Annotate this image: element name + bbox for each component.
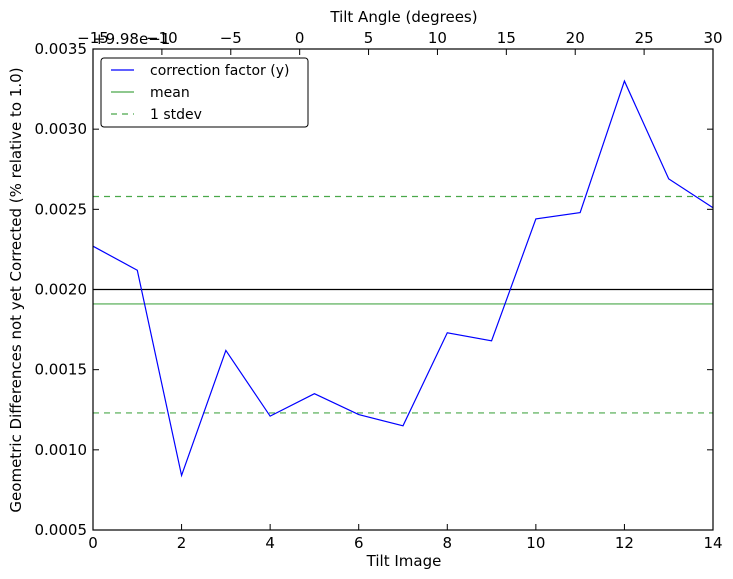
x-tick-label: 14 <box>703 534 722 552</box>
x-tick-label: 12 <box>615 534 634 552</box>
x-axis-label: Tilt Image <box>366 552 442 570</box>
top-tick-label: 30 <box>703 29 722 47</box>
y-axis-label: Geometric Differences not yet Corrected … <box>7 67 25 512</box>
top-tick-label: 10 <box>428 29 447 47</box>
top-tick-label: −15 <box>77 29 109 47</box>
x-tick-label: 6 <box>354 534 364 552</box>
y-tick-label: 0.0010 <box>35 441 88 459</box>
top-tick-label: 25 <box>635 29 654 47</box>
legend-label: mean <box>150 85 190 101</box>
x-tick-label: 8 <box>443 534 453 552</box>
top-tick-label: −10 <box>146 29 178 47</box>
x-tick-label: 10 <box>526 534 545 552</box>
legend: correction factor (y) mean 1 stdev <box>100 57 309 128</box>
y-tick-label: 0.0030 <box>35 120 88 138</box>
top-tick-label: 0 <box>295 29 305 47</box>
legend-label: 1 stdev <box>150 107 202 123</box>
legend-frame <box>100 57 309 128</box>
x-tick-label: 2 <box>177 534 187 552</box>
ticks-layer: 0 2 4 6 8 10 12 14 −15 −10 −5 0 5 10 15 20 25 30 0.0005 0.0… <box>35 29 723 552</box>
x-tick-label: 4 <box>265 534 275 552</box>
y-tick-label: 0.0025 <box>35 200 88 218</box>
y-tick-label: 0.0020 <box>35 281 88 299</box>
y-tick-label: 0.0005 <box>35 521 88 539</box>
series-layer <box>92 79 714 478</box>
legend-entries: correction factor (y) mean 1 stdev <box>111 63 289 123</box>
top-axis-offset-text: +9.98e−1 <box>93 30 170 48</box>
x-tick-label: 0 <box>88 534 98 552</box>
y-tick-label: 0.0015 <box>35 361 88 379</box>
top-tick-label: 5 <box>364 29 374 47</box>
legend-label: correction factor (y) <box>150 63 289 79</box>
top-tick-label: −5 <box>220 29 242 47</box>
top-axis-label: Tilt Angle (degrees) <box>329 8 477 26</box>
top-tick-label: 15 <box>497 29 516 47</box>
top-tick-label: 20 <box>566 29 585 47</box>
y-tick-label: 0.0035 <box>35 40 88 58</box>
